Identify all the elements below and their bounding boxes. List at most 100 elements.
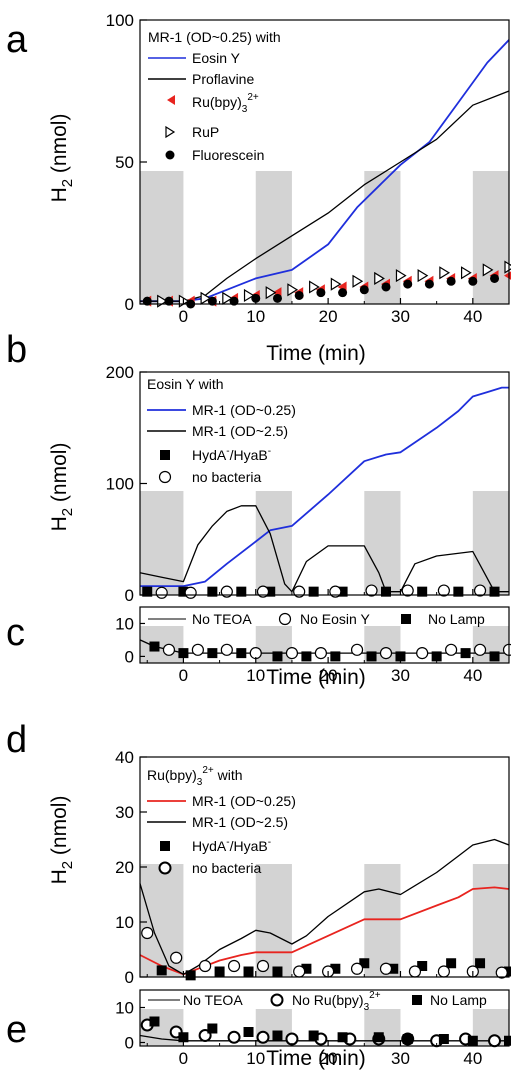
series-b-2-point-7 [381,586,391,597]
legend-marker-b-hyd [160,450,170,460]
series-e-2-point-1 [178,1032,189,1043]
legend-label-rubpy: Ru(bpy)32+ [192,92,259,115]
series-a-3-point-14 [460,266,472,280]
x-tick-label-c-10: 10 [246,666,265,685]
panel-letter-a: a [6,19,28,61]
x-axis-title-e: Time (min) [266,1047,366,1070]
series-e-1-point-5 [285,1032,299,1046]
x-tick-label-a-20: 20 [319,307,338,326]
y-tick-label-a-100: 100 [106,11,134,30]
series-c-1-point-3 [249,647,262,660]
series-c-2-point-1 [178,648,189,659]
series-b-3-point-1 [184,586,197,599]
y-tick-label-e-0: 0 [125,1034,134,1053]
series-a-4-point-16 [490,273,500,283]
series-a-3-point-2 [200,291,212,305]
legend-label-proflavine: Proflavine [192,71,254,87]
series-d-2-point-1 [185,970,196,981]
series-d-3-point-3 [227,959,241,973]
series-d-3-point-10 [437,965,450,978]
plot-frame-e [139,989,510,1047]
panel-letter-d: d [6,719,27,761]
y-tick-label-d-30: 30 [115,803,134,822]
series-a-3-point-15 [482,263,494,277]
x-tick-label-e-40: 40 [463,1049,482,1068]
series-e-1-point-3 [227,1030,241,1044]
series-c-2-point-6 [330,651,341,662]
series-c-2-point-8 [395,651,406,662]
y-tick-label-e-10: 10 [115,999,134,1018]
dark-interval-b-2 [364,491,401,595]
series-a-4-point-9 [338,288,348,298]
series-c-1-point-6 [350,643,364,656]
legend-a: MR-1 (OD~0.25) with Eosin Y Proflavine R… [148,29,281,163]
series-a-4-point-8 [316,288,326,298]
series-d-3-point-4 [256,959,270,973]
legend-label-c-noeosin: No Eosin Y [300,611,370,627]
x-tick-label-c-20: 20 [319,666,338,685]
series-e-2-point-9 [438,1034,449,1044]
series-a-4-point-13 [424,279,434,289]
y-axis-title-d: H2 (nmol) [48,796,76,885]
y-tick-label-b-100: 100 [106,475,134,494]
x-tick-label-a-10: 10 [246,307,265,326]
y-tick-label-a-50: 50 [115,153,134,172]
series-a-3-point-6 [287,283,299,297]
y-tick-label-d-10: 10 [115,913,134,932]
chart-panel-c: 0 10 20 30 40 0 10 [115,606,511,685]
legend-label-d-nobac: no bacteria [192,860,261,876]
x-tick-label-a-30: 30 [391,307,410,326]
x-tick-label-c-30: 30 [391,666,410,685]
series-d-3-point-5 [293,965,306,978]
legend-label-b-hyd: HydA-/HyaB- [192,446,271,463]
series-a-3-point-9 [352,274,364,288]
legend-marker-rup [165,125,176,139]
dark-interval-d-1 [255,864,292,977]
legend-marker-e-norubpy [270,993,284,1007]
x-axis-title-a: Time (min) [266,342,366,365]
series-a-3-point-3 [222,291,233,305]
series-c-1-point-11 [502,643,511,656]
series-a-3-point-16 [504,260,511,274]
legend-label-d-hyd: HydA-/HyaB- [192,837,271,854]
y-tick-label-d-0: 0 [125,968,134,987]
dark-interval-b-1 [255,491,292,595]
legend-title-d: Ru(bpy)32+ with [147,765,243,788]
series-d-3-point-1 [170,951,183,964]
series-d-2-point-8 [388,963,399,974]
y-tick-label-d-20: 20 [115,858,134,877]
dark-interval-b-3 [472,491,509,595]
series-b-1-line [139,505,509,593]
series-c-2-point-5 [301,651,312,662]
y-tick-label-c-0: 0 [125,647,134,666]
series-c-1-point-9 [445,643,458,656]
legend-marker-rubpy [167,95,175,105]
legend-label-fluorescein: Fluorescein [192,147,264,163]
series-b-3-point-7 [401,584,414,597]
legend-label-d-od025: MR-1 (OD~0.25) [192,793,296,809]
series-c-1-point-5 [314,647,327,660]
series-a-4-point-6 [272,293,282,303]
series-b-3-point-6 [365,584,378,597]
series-d-2-point-6 [330,963,341,974]
series-b-2-point-4 [265,586,276,597]
series-b-3-point-9 [473,584,487,597]
series-d-2-point-11 [475,958,486,969]
series-c-1-point-0 [162,643,176,656]
panel-letter-e: e [6,1009,27,1051]
x-tick-label-a-40: 40 [463,307,482,326]
x-tick-label-c-40: 40 [463,666,482,685]
series-d-2-point-9 [417,961,428,971]
chart-panel-b: 0 100 200 [106,363,510,605]
series-c-2-point-0 [149,641,160,652]
y-tick-label-d-40: 40 [115,748,134,767]
series-a-1-line [140,90,510,302]
series-e-2-point-2 [207,1023,218,1034]
chart-panel-e: 0 10 20 30 40 0 10 [115,989,511,1068]
y-tick-label-b-0: 0 [125,586,134,605]
legend-e: No TEOA No Ru(bpy)32+ No Lamp [148,990,487,1013]
series-b-3-point-0 [155,586,168,599]
legend-label-d-od25: MR-1 (OD~2.5) [192,814,288,830]
series-c-2-point-3 [236,648,247,659]
